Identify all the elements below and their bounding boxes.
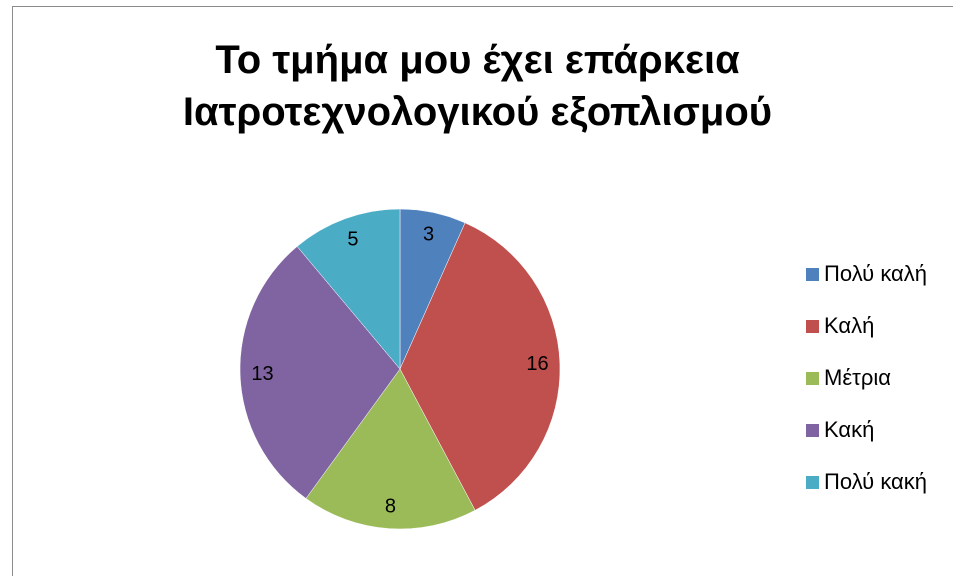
- chart-title-line-1: Το τμήμα μου έχει επάρκεια: [215, 38, 740, 82]
- legend-label: Πολύ καλή: [824, 261, 928, 286]
- data-label-5: 5: [347, 229, 358, 251]
- pie-slice-5: [296, 208, 401, 370]
- data-label-3: 8: [385, 495, 396, 517]
- data-label-1: 3: [423, 223, 434, 245]
- legend-label: Πολύ κακή: [824, 469, 928, 494]
- pie-slice-3: [305, 368, 476, 530]
- legend-label: Κακή: [824, 417, 875, 442]
- chart-title-line-2: Ιατροτεχνολογικού εξοπλισμού: [182, 90, 773, 134]
- data-label-2: 16: [526, 353, 548, 375]
- legend-swatch: [806, 268, 819, 281]
- pie-slice-4: [239, 246, 401, 499]
- legend-swatch: [806, 476, 819, 489]
- legend-swatch: [806, 424, 819, 437]
- legend-label: Μέτρια: [824, 365, 891, 390]
- legend-swatch: [806, 372, 819, 385]
- legend-label: Καλή: [824, 313, 875, 338]
- pie-slice-2: [399, 222, 561, 511]
- data-label-4: 13: [251, 363, 273, 385]
- legend-swatch: [806, 320, 819, 333]
- chart-title: Το τμήμα μου έχει επάρκεια Ιατροτεχνολογ…: [0, 34, 955, 138]
